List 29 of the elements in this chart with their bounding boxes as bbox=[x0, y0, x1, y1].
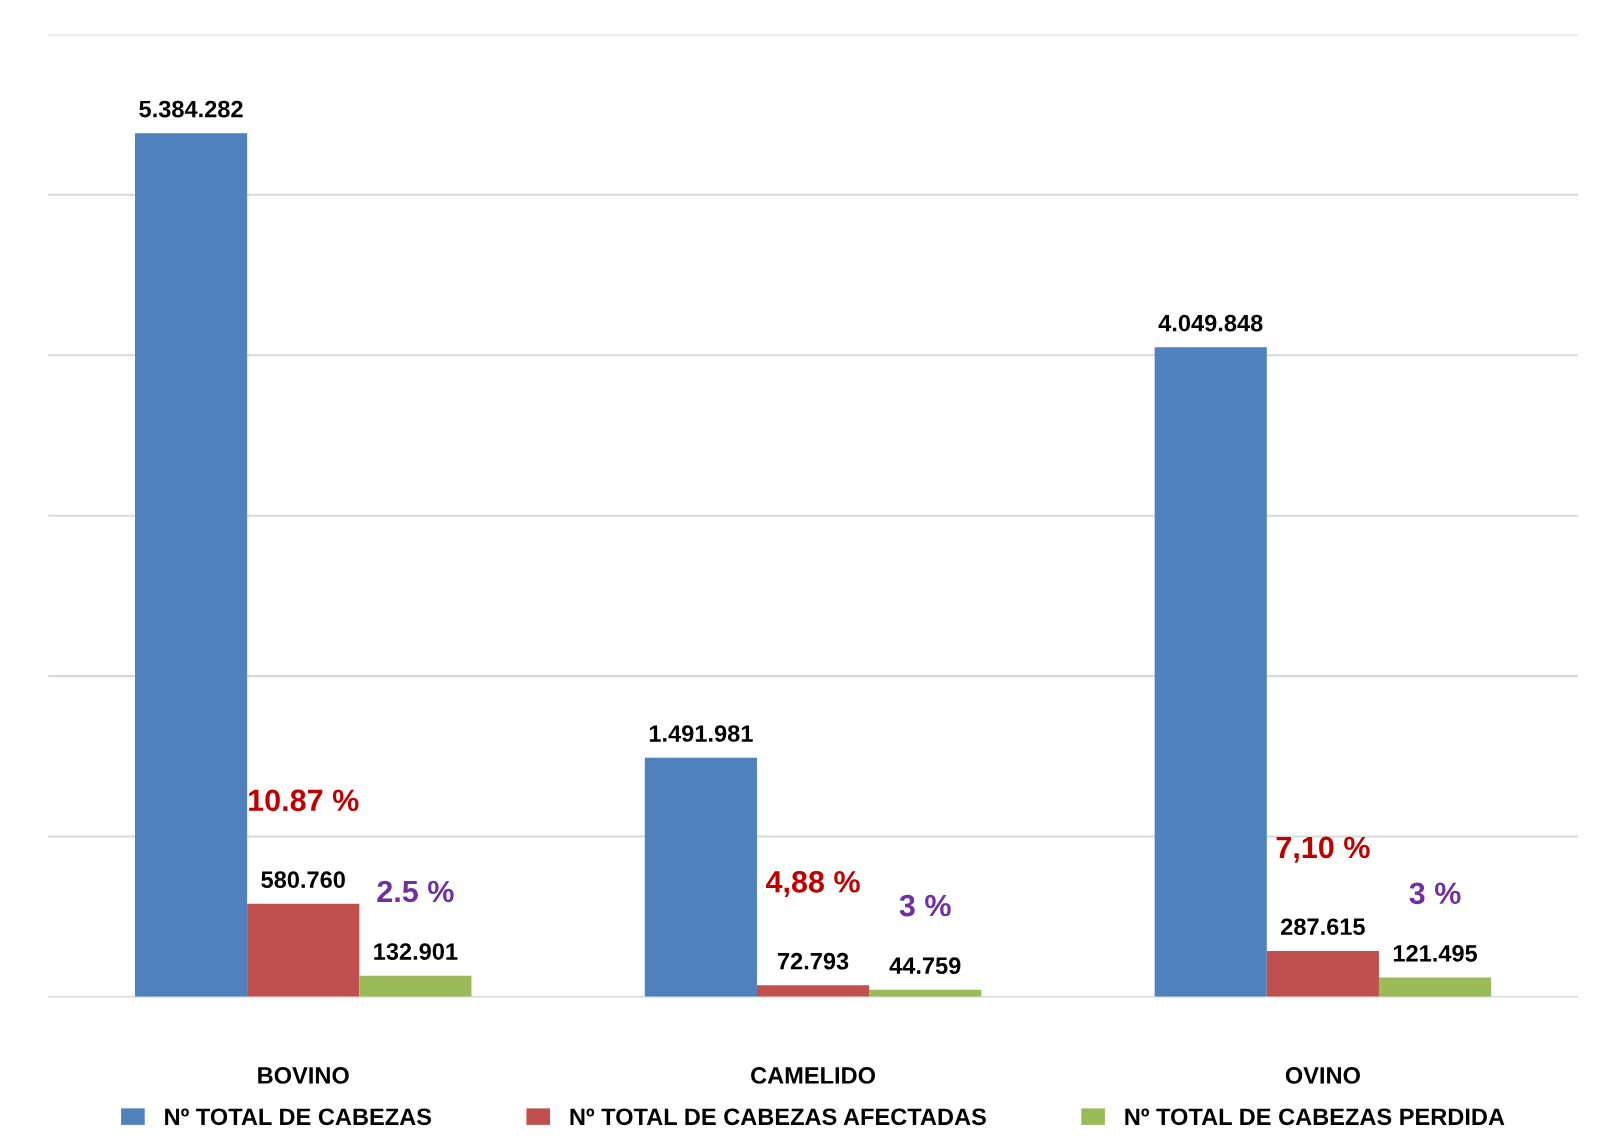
bar bbox=[644, 757, 757, 998]
data-label: 121.495 bbox=[1393, 945, 1478, 962]
x-tick-label: OVINO bbox=[1285, 1067, 1360, 1084]
bar bbox=[247, 903, 360, 998]
data-label: 5.384.282 bbox=[139, 100, 243, 118]
data-label: 580.760 bbox=[261, 871, 345, 889]
legend-label: Nº TOTAL DE CABEZAS PERDIDA bbox=[1125, 1108, 1505, 1126]
data-label: 4.049.848 bbox=[1158, 314, 1263, 332]
data-label: 287.615 bbox=[1281, 918, 1365, 936]
data-label: 132.901 bbox=[374, 943, 458, 960]
data-label: 44.759 bbox=[889, 957, 961, 975]
data-label: 1.491.981 bbox=[649, 725, 753, 742]
bar bbox=[1154, 347, 1267, 998]
x-tick-label: CAMELIDO bbox=[751, 1067, 876, 1084]
bar bbox=[1378, 977, 1492, 998]
annotation: 7,10 % bbox=[1276, 836, 1370, 863]
annotation: 10.87 % bbox=[249, 789, 359, 812]
data-label: 72.793 bbox=[777, 952, 849, 970]
annotation: 4,88 % bbox=[765, 871, 860, 898]
annotation: 3 % bbox=[1409, 882, 1461, 905]
bar bbox=[1266, 950, 1379, 998]
annotation: 3 % bbox=[899, 894, 951, 917]
legend-label: Nº TOTAL DE CABEZAS bbox=[165, 1108, 432, 1126]
annotation: 2.5 % bbox=[377, 880, 454, 903]
legend-label: Nº TOTAL DE CABEZAS AFECTADAS bbox=[570, 1108, 986, 1126]
bar bbox=[134, 133, 248, 998]
bar bbox=[359, 975, 472, 998]
bar bbox=[756, 985, 870, 998]
x-tick-label: BOVINO bbox=[258, 1067, 349, 1084]
